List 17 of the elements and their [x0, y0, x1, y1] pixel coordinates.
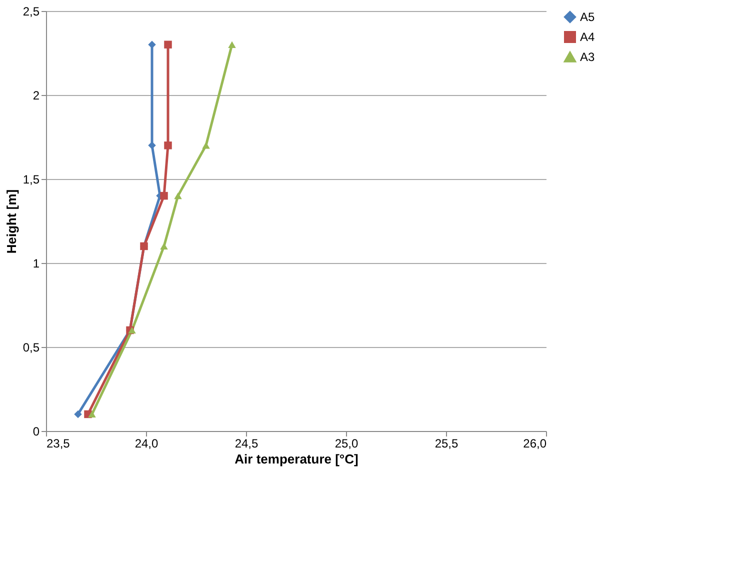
legend-label: A3	[580, 50, 596, 64]
x-axis-title: Air temperature [°C]	[234, 452, 358, 466]
y-tick-label: 0,5	[22, 340, 40, 354]
y-tick-label: 2,5	[22, 4, 40, 18]
y-tick-label: 1	[32, 256, 40, 270]
x-tick-label: 23,5	[46, 436, 70, 450]
x-tick-label: 24,5	[234, 436, 258, 450]
x-tick-label: 25,5	[434, 436, 458, 450]
y-tick-label: 0	[32, 424, 40, 438]
legend-label: A4	[580, 30, 596, 44]
y-tick-label: 1,5	[22, 172, 40, 186]
legend-label: A5	[580, 10, 596, 24]
x-tick-label: 24,0	[134, 436, 158, 450]
y-tick-label: 2	[32, 88, 40, 102]
x-tick-label: 26,0	[523, 436, 547, 450]
y-axis-title: Height [m]	[4, 189, 19, 254]
x-tick-label: 25,0	[334, 436, 358, 450]
